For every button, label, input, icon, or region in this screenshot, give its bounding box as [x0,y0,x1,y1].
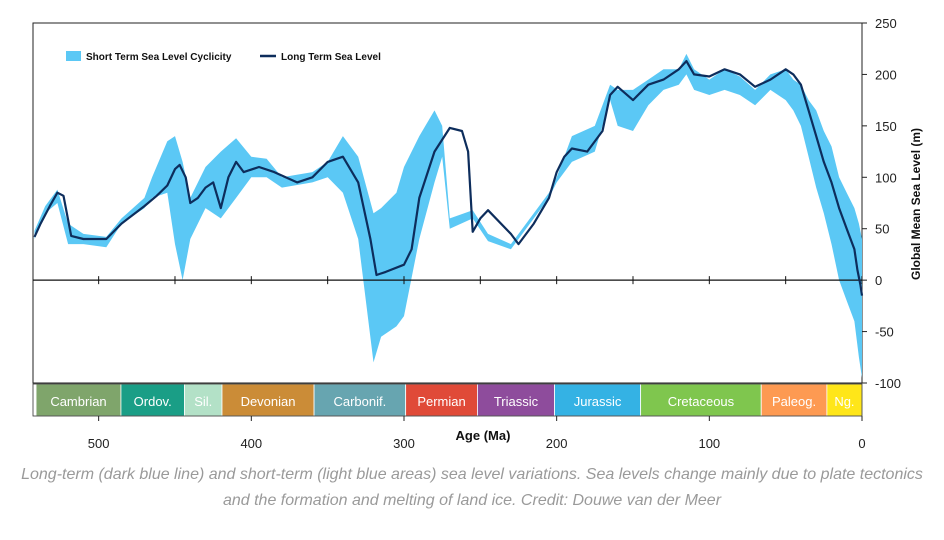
period-label: Devonian [241,394,296,409]
period-label: Cretaceous [668,394,735,409]
y-axis-label: Global Mean Sea Level (m) [909,128,923,280]
period-label: Triassic [494,394,539,409]
x-tick-label: 200 [546,436,568,451]
y-tick-label: -100 [875,376,901,391]
period-label: Ng. [834,394,854,409]
period-label: Carbonif. [333,394,386,409]
period-block [826,383,863,417]
sea-level-chart: Cambrian Ordov. Sil. Devonian Carbonif. Permi… [32,16,923,451]
period-label: Jurassic [574,394,622,409]
period-block [221,383,315,417]
period-block [405,383,478,417]
period-block [184,383,223,417]
plot-area [32,22,864,384]
x-tick-label: 300 [393,436,415,451]
period-label: Sil. [194,394,212,409]
y-tick-label: 200 [875,67,897,82]
period-block [313,383,407,417]
x-tick-label: 0 [858,436,865,451]
period-block [120,383,185,417]
x-axis-label: Age (Ma) [456,428,511,443]
legend: Short Term Sea Level Cyclicity Long Term… [66,51,381,63]
period-bar-frame [32,383,863,417]
legend-label-line: Long Term Sea Level [281,52,381,63]
period-bar: Cambrian Ordov. Sil. Devonian Carbonif. Permi… [32,383,863,417]
x-tick-label: 100 [698,436,720,451]
legend-label-band: Short Term Sea Level Cyclicity [86,52,232,63]
y-tick-label: -50 [875,325,894,340]
series-long-term-line [33,60,864,296]
period-label: Ordov. [134,394,172,409]
x-tick-label: 400 [240,436,262,451]
period-label: Paleog. [772,394,816,409]
x-tick-label: 500 [88,436,110,451]
y-tick-label: 50 [875,222,889,237]
y-tick-label: 250 [875,16,897,31]
period-label: Permian [417,394,465,409]
figure-caption: Long-term (dark blue line) and short-ter… [21,466,923,509]
y-tick-label: 100 [875,170,897,185]
legend-swatch-band [66,51,81,61]
y-tick-label: 0 [875,273,882,288]
series-short-term-band [34,53,862,378]
y-tick-label: 150 [875,119,897,134]
period-label: Cambrian [50,394,106,409]
